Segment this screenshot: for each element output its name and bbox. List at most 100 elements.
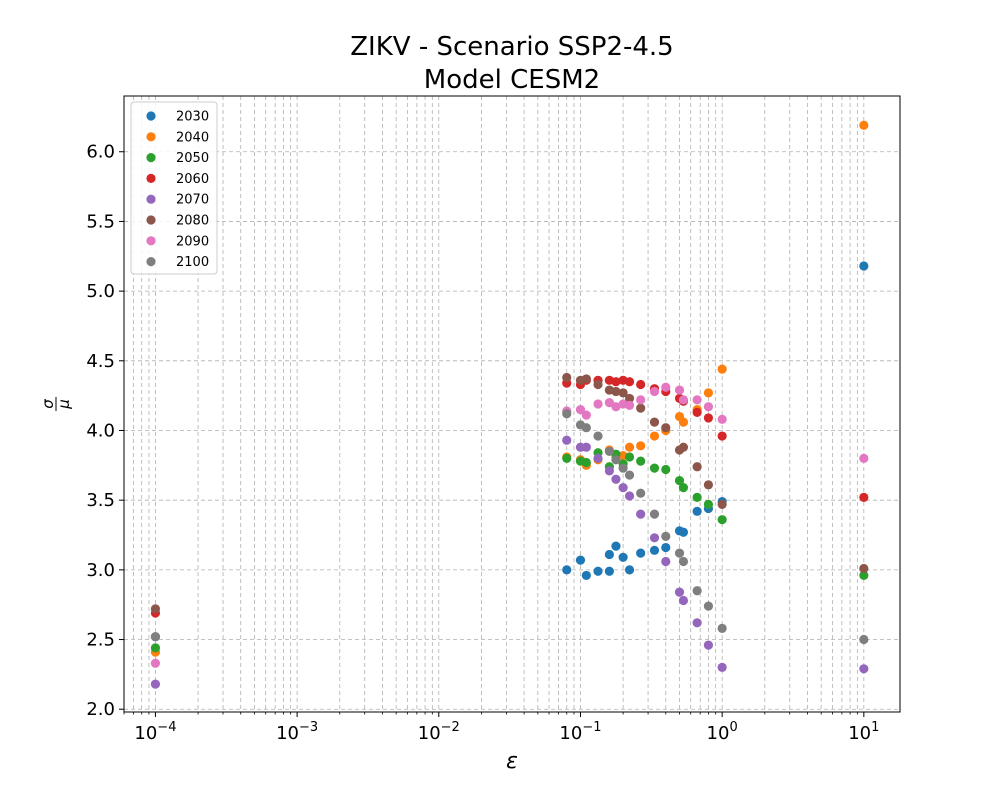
data-point [562, 565, 572, 575]
data-point [618, 483, 628, 493]
legend-marker [146, 111, 156, 121]
data-point [678, 527, 689, 537]
data-point [593, 379, 603, 390]
data-point [703, 480, 714, 490]
data-point [649, 509, 660, 519]
data-point [624, 377, 635, 387]
data-point [636, 488, 646, 498]
data-point [859, 120, 869, 130]
data-point [150, 679, 161, 689]
data-points [150, 120, 869, 689]
data-point [636, 441, 646, 451]
data-point [678, 417, 689, 427]
data-point [692, 492, 702, 502]
data-point [604, 446, 614, 456]
data-point [593, 566, 603, 576]
legend-marker [146, 132, 156, 142]
y-tick-label: 5.5 [86, 211, 115, 232]
data-point [604, 466, 614, 476]
data-point [859, 492, 869, 502]
legend-label: 2050 [176, 151, 209, 166]
legend-label: 2060 [176, 172, 209, 187]
grid-lines [123, 96, 900, 712]
legend-label: 2030 [176, 110, 209, 125]
data-point [150, 604, 161, 614]
data-point [661, 423, 671, 433]
data-point [678, 483, 689, 493]
y-tick-labels: 2.0 2.5 3.0 3.5 4.0 4.5 5.0 5.5 6.0 [86, 142, 115, 720]
y-axis-label: σ μ [39, 397, 73, 411]
data-point [703, 640, 714, 650]
data-point [618, 463, 628, 473]
data-point [150, 658, 161, 668]
data-point [636, 395, 646, 405]
x-tick-label-base: 10 [559, 723, 582, 744]
data-point [661, 556, 671, 567]
data-point [692, 586, 702, 596]
data-point [649, 533, 660, 543]
x-tick-label-exponent: −2 [441, 720, 460, 735]
data-point [581, 570, 591, 581]
series-2090 [150, 382, 869, 668]
data-point [692, 506, 702, 516]
data-point [649, 386, 660, 397]
x-tick-label: 10−3 [276, 720, 318, 744]
data-point [674, 476, 685, 486]
data-point [717, 414, 727, 424]
legend-label: 2090 [176, 234, 209, 249]
data-point [150, 643, 161, 653]
plot-area-frame [123, 95, 901, 713]
data-point [717, 431, 727, 441]
data-point [581, 374, 591, 384]
x-tick-label-exponent: −4 [157, 720, 176, 735]
data-point [618, 388, 628, 398]
data-point [604, 566, 614, 576]
data-point [624, 470, 635, 480]
data-point [593, 453, 603, 463]
legend-marker [146, 257, 156, 267]
data-point [717, 364, 727, 374]
data-point [604, 398, 614, 408]
data-point [703, 601, 714, 611]
data-point [859, 634, 869, 645]
data-point [618, 552, 628, 562]
data-point [661, 382, 671, 392]
x-axis-label: ε [506, 749, 518, 774]
data-point [674, 385, 685, 395]
data-point [859, 570, 869, 581]
legend-frame [130, 101, 218, 275]
y-tick-label: 4.5 [86, 351, 115, 372]
data-point [624, 565, 635, 575]
series-2080 [150, 372, 869, 614]
data-point [703, 388, 714, 398]
data-point [636, 509, 646, 519]
x-tick-label: 10−1 [559, 720, 601, 744]
data-point [624, 393, 635, 404]
y-tick-label: 2.5 [86, 630, 115, 651]
legend-marker [146, 153, 156, 163]
data-point [859, 563, 869, 574]
y-tick-label: 4.0 [86, 420, 115, 441]
x-tick-label-base: 10 [134, 723, 157, 744]
legend-marker [146, 194, 156, 204]
data-point [611, 455, 621, 465]
data-point [678, 442, 689, 452]
x-tick-label-base: 10 [848, 723, 871, 744]
y-tick-label: 2.0 [86, 699, 115, 720]
data-point [150, 632, 161, 642]
x-tick-label-exponent: 1 [871, 720, 879, 735]
data-point [717, 662, 727, 673]
legend-marker [146, 173, 156, 183]
x-tick-label-exponent: −1 [582, 720, 601, 735]
data-point [611, 402, 621, 412]
data-point [562, 435, 572, 445]
data-point [674, 548, 685, 558]
data-point [593, 399, 603, 409]
y-tick-label: 5.0 [86, 281, 115, 302]
data-point [674, 587, 685, 597]
data-point [859, 453, 869, 463]
data-point [692, 462, 702, 472]
chart-subtitle: Model CESM2 [424, 65, 600, 95]
data-point [636, 403, 646, 413]
y-tick-label: 6.0 [86, 142, 115, 163]
